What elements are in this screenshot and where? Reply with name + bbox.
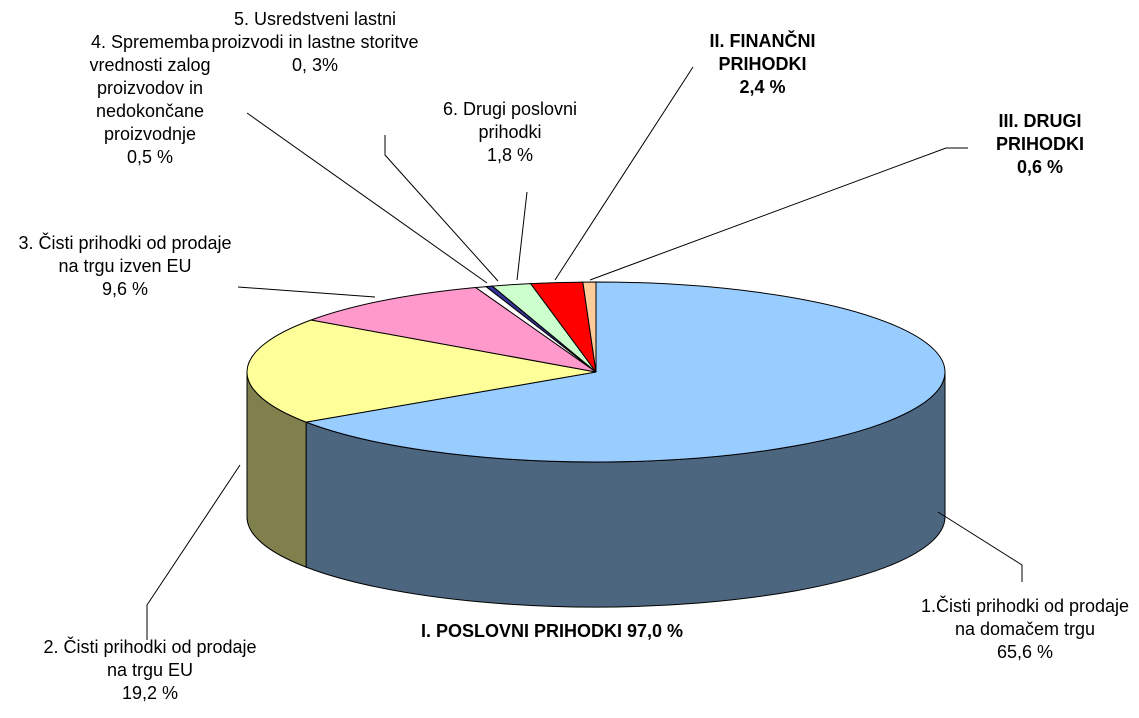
leader-line [937, 511, 1023, 582]
category-label: 2. Čisti prihodki od prodaje na trgu EU [43, 637, 257, 680]
category-label: 1.Čisti prihodki od prodaje na domačem t… [920, 596, 1130, 639]
pie-slice [582, 281, 597, 373]
slice-label: 5. Usredstveni lastni proizvodi in lastn… [200, 8, 430, 77]
value-label: 65,6 % [996, 642, 1054, 662]
category-label: 6. Drugi poslovni prihodki [442, 99, 578, 142]
category-label: 4. Sprememba vrednosti zalog proizvodov … [89, 32, 211, 144]
slice-label: 1.Čisti prihodki od prodaje na domačem t… [920, 595, 1130, 664]
leader-line [554, 66, 694, 281]
slice-label: 2. Čisti prihodki od prodaje na trgu EU 1… [35, 636, 265, 705]
value-label: 0, 3% [291, 55, 339, 75]
leader-line [516, 191, 528, 281]
leader-line [246, 112, 488, 284]
leader-line [589, 147, 968, 281]
category-label: II. FINANČNI PRIHODKI [709, 31, 816, 74]
leader-line [384, 135, 499, 282]
leader-line [146, 464, 241, 640]
leader-line [237, 286, 376, 298]
category-label: III. DRUGI PRIHODKI [995, 111, 1084, 154]
pie-slice [304, 281, 946, 463]
slice-label: II. FINANČNI PRIHODKI 2,4 % [690, 30, 835, 99]
value-label: 9,6 % [101, 279, 149, 299]
category-label: 3. Čisti prihodki od prodaje na trgu izv… [18, 233, 232, 276]
pie-slice [309, 286, 597, 373]
value-label: 1,8 % [486, 145, 534, 165]
slice-label: 6. Drugi poslovni prihodki 1,8 % [430, 98, 590, 167]
slice-label: III. DRUGI PRIHODKI 0,6 % [970, 110, 1110, 179]
annotation: I. POSLOVNI PRIHODKI 97,0 % [420, 621, 684, 641]
value-label: 0,5 % [126, 147, 174, 167]
category-label: 5. Usredstveni lastni proizvodi in lastn… [211, 9, 419, 52]
value-label: 2,4 % [739, 77, 786, 97]
value-label: 0,6 % [1016, 157, 1064, 177]
slice-label: 4. Sprememba vrednosti zalog proizvodov … [65, 31, 235, 169]
value-label: 19,2 % [121, 683, 179, 703]
slice-label: 3. Čisti prihodki od prodaje na trgu izv… [10, 232, 240, 301]
pie-slice [246, 319, 597, 423]
